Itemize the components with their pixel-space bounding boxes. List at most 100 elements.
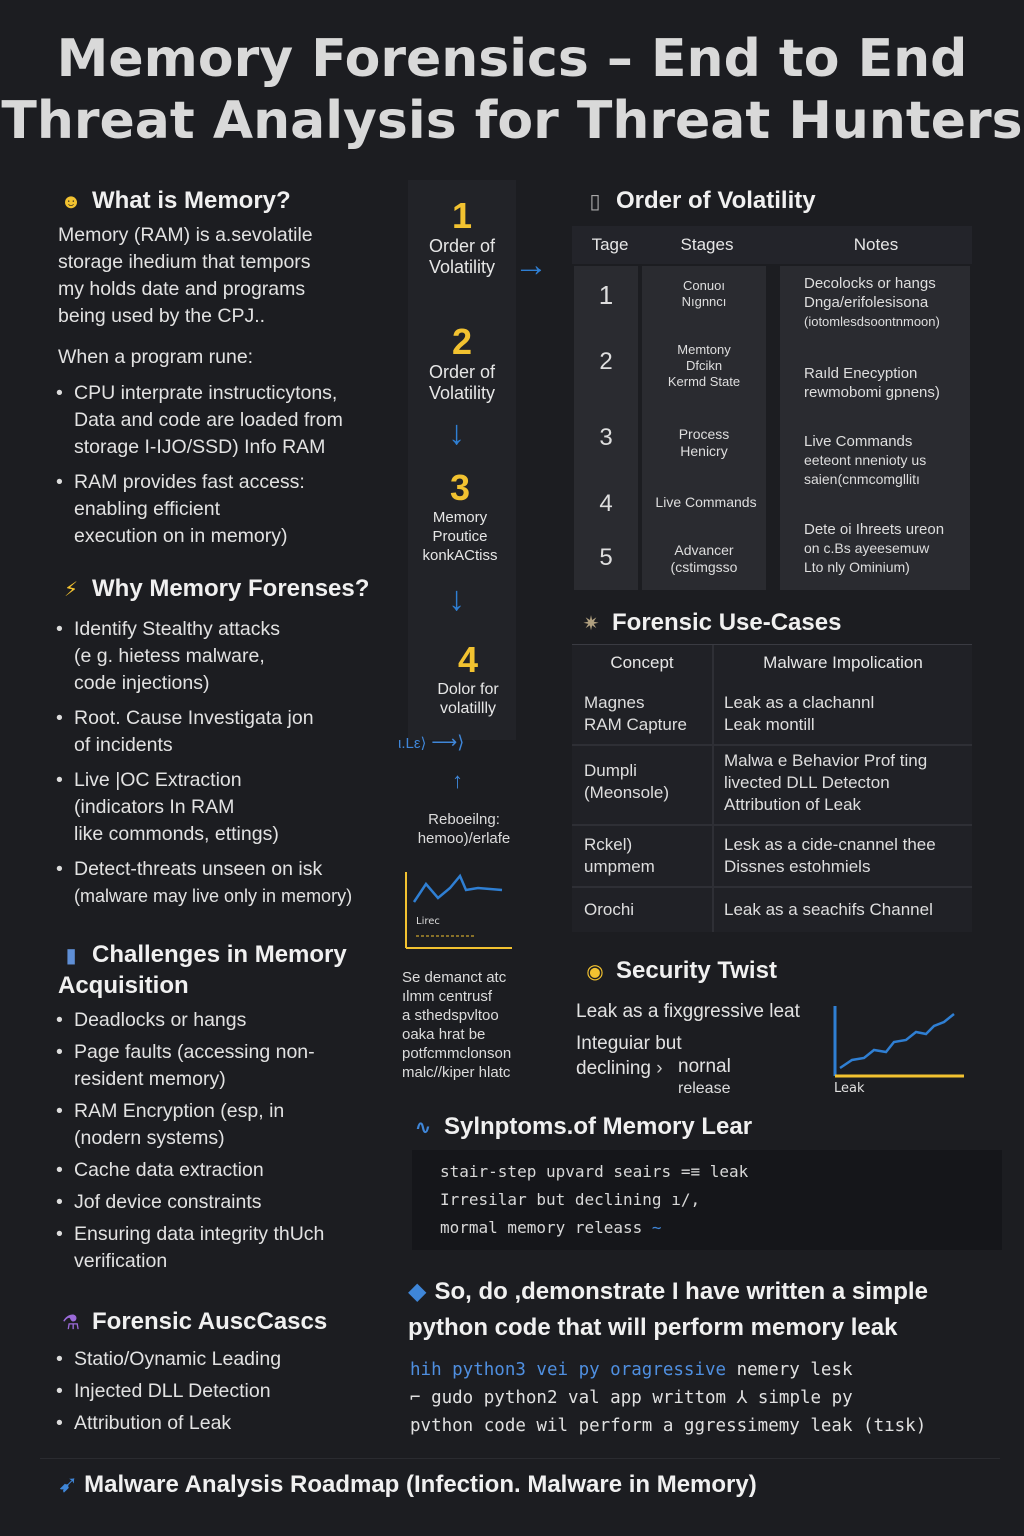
step-number: 1 <box>451 195 473 236</box>
flow-note: Se demanct atc ılmm centrusf a sthedspvl… <box>402 968 542 1082</box>
cell-line: Nıgnncı <box>681 294 727 309</box>
step-number: 2 <box>451 321 473 362</box>
bullet-line: Attribution of Leak <box>74 1412 232 1434</box>
list-item: Jof device constraints <box>56 1189 386 1216</box>
phone-icon: ▮ <box>65 945 77 967</box>
code-line: mormal memory releass ∼ <box>440 1214 974 1242</box>
twist-text: Leak as a fixggressive leat Integuiar bu… <box>576 996 826 1060</box>
cell-line: Raıld Enecyption <box>804 365 918 382</box>
footer-divider <box>40 1458 1000 1459</box>
leak-chart-svg: Leak <box>833 1006 964 1096</box>
table-header: Notes <box>853 235 899 254</box>
list-item: Deadlocks or hangs <box>56 1007 386 1034</box>
volatility-table: Tage Stages Notes 1 Conuoı Nıgnncı Decol… <box>572 226 972 590</box>
table-row: Malwa e Behavior Prof ting livected DLL … <box>724 750 927 816</box>
notes-cell: Live Commands eeteont nnenioty us saien(… <box>804 432 974 489</box>
bullet-line: (e g. hietess malware, <box>74 645 265 667</box>
list-item: Statio/Oynamic Leading <box>56 1346 386 1373</box>
forensic-bullets: Statio/Oynamic Leading Injected DLL Dete… <box>56 1346 386 1442</box>
squiggle-arrow: ι.Lε⟩ ⟶⟩ <box>398 732 464 753</box>
cell-line: Leak as a clachannl <box>724 693 875 712</box>
bullet-line: Root. Cause Investigata jon <box>74 707 314 729</box>
bullet-line: (indicators In RAM <box>74 796 235 818</box>
cell-line: Live Commands <box>804 433 913 450</box>
cell-line: Dnga/erifolesisona <box>804 294 929 311</box>
row-divider <box>572 886 972 888</box>
cell-line: (Meonsole) <box>584 783 670 802</box>
list-item: Ensuring data integrity thUch verificati… <box>56 1221 386 1275</box>
challenges-heading-line-1: Challenges in Memory <box>92 941 347 968</box>
list-item: Identify Stealthy attacks (e g. hietess … <box>56 616 386 697</box>
list-item: Page faults (accessing non- resident mem… <box>56 1039 386 1093</box>
cell-line: eeteont nnenioty us <box>804 452 927 468</box>
bullet-line: Identify Stealthy attacks <box>74 618 280 640</box>
cell-line: Decolocks or hangs <box>804 275 936 292</box>
bullet-line: resident memory) <box>74 1068 226 1090</box>
twist-release: release <box>678 1080 731 1097</box>
why-bullets: Identify Stealthy attacks (e g. hietess … <box>56 616 386 918</box>
bullet-line: of incidents <box>74 734 173 756</box>
tage-cell: 2 <box>599 348 613 375</box>
arrow-up-icon: ↑ <box>452 768 463 793</box>
cell-line: umpmem <box>584 857 655 876</box>
cell-line: (iotomlesdsoontnmoon) <box>804 314 940 329</box>
step-number: 4 <box>457 639 479 680</box>
step-number: 3 <box>449 467 471 508</box>
step-label: Memory Proutice konkACtiss <box>400 508 520 565</box>
footer-text: Malware Analysis Roadmap (Infection. Mal… <box>84 1471 757 1498</box>
code-line-text: mormal memory releass <box>440 1218 643 1237</box>
cell-line: Leak as a seachifs Channel <box>724 900 933 919</box>
footer: ➹ Malware Analysis Roadmap (Infection. Ma… <box>58 1470 757 1499</box>
bullet-line: Deadlocks or hangs <box>74 1009 247 1031</box>
bullet-line: RAM provides fast access: <box>74 471 305 493</box>
step-label-line: Proutice <box>432 528 488 545</box>
what-heading-text: What is Memory? <box>92 187 291 214</box>
cell-line: Lto nly Ominium) <box>804 559 910 575</box>
tage-cell: 3 <box>599 424 613 451</box>
cell-line: Malwa e Behavior Prof ting <box>724 751 928 770</box>
bullet-line: Data and code are loaded from <box>74 409 343 431</box>
flow-step-3: 3 Memory Proutice konkACtiss <box>400 468 520 565</box>
cell-line: Dete oi Ihreets ureon <box>804 521 945 538</box>
leak-chart: Leak <box>830 1002 966 1098</box>
notes-cell: Raıld Enecyption rewmobomi gpnens) <box>804 364 974 402</box>
bullet-line: Page faults (accessing non- <box>74 1041 315 1063</box>
step-label-line: Memory <box>432 509 488 526</box>
twist-normal: nornal <box>678 1056 731 1077</box>
forensic-heading-text: Forensic AuscCascs <box>92 1308 328 1335</box>
bullet-line: like commonds, ettings) <box>74 823 279 845</box>
list-item: Detect-threats unseen on isk (malware ma… <box>56 856 386 910</box>
demo-heading-line-1: So, do ,demonstrate I have written a sim… <box>434 1278 928 1305</box>
usecases-table: Concept Malware Impolication Magnes RAM … <box>572 644 972 932</box>
usecases-heading-text: Forensic Use-Cases <box>612 609 842 636</box>
twist-line-3: declining › <box>576 1058 663 1080</box>
table-row: Orochi <box>584 900 634 920</box>
mini-chart-label: Lirec <box>416 916 440 927</box>
note-line: ılmm centrusf <box>402 988 493 1005</box>
why-heading: ⚡ Why Memory Forenses? <box>58 574 369 605</box>
cell-line: Dfcikn <box>685 358 723 373</box>
what-para-line: storage ihedium that tempors <box>58 251 311 273</box>
bullet-line: Statio/Oynamic Leading <box>74 1348 282 1370</box>
flow-step-1: 1 Order of Volatility <box>402 196 522 278</box>
bullet-line: Detect-threats unseen on isk <box>74 858 323 880</box>
cell-line: Attribution of Leak <box>724 795 862 814</box>
flow-step-4: 4 Dolor for volatillly <box>408 640 528 718</box>
wave-icon: ∿ <box>414 1117 432 1139</box>
rebooting-line: Reboeilng: <box>428 811 500 828</box>
list-item: Attribution of Leak <box>56 1410 386 1437</box>
code-line: stair-step upvard seairs =≡ leak <box>440 1162 749 1181</box>
cell-line: rewmobomi gpnens) <box>804 384 940 401</box>
bullet-line: enabling efficient <box>74 498 221 520</box>
title-line-1: Memory Forensics – End to End <box>56 29 968 89</box>
flow-column <box>408 180 516 740</box>
table-row: Dumpli (Meonsole) <box>584 760 669 804</box>
bullet-line: code injections) <box>74 672 210 694</box>
squiggle-text: ι.Lε⟩ <box>398 735 427 752</box>
volatility-header-bg <box>572 226 972 264</box>
what-para-line: my holds date and programs <box>58 278 306 300</box>
arrow-down-icon: ↓ <box>448 414 465 452</box>
notes-cell: Dete oi Ihreets ureon on c.Bs ayeesemuw … <box>804 520 974 577</box>
table-row: Leak as a clachannl Leak montill <box>724 692 874 736</box>
bug-icon: ✷ <box>582 613 600 635</box>
